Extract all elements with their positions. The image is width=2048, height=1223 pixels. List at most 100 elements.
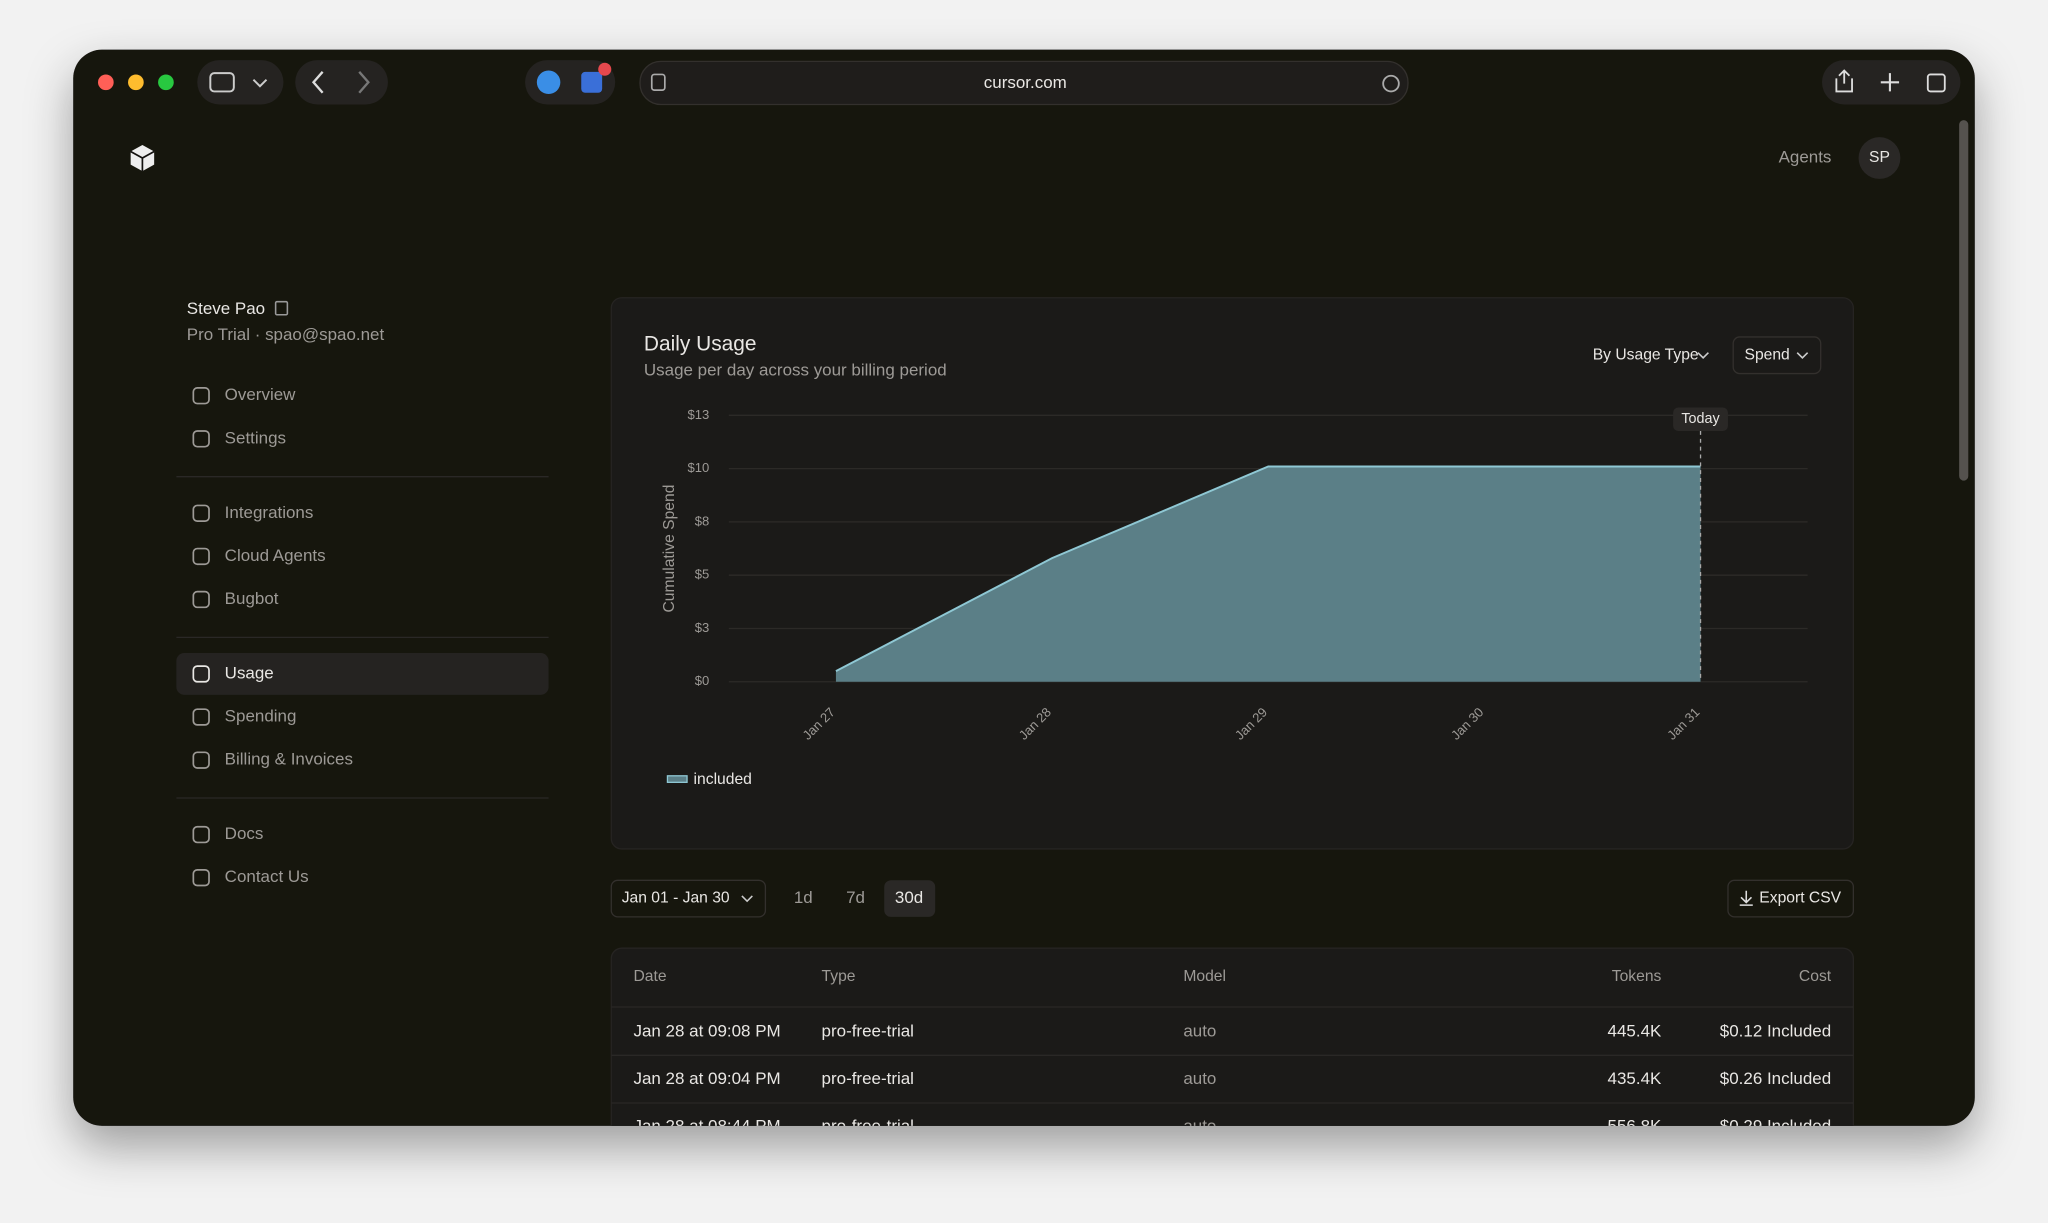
nav-icon [192,868,210,887]
nav-item[interactable]: Bugbot [225,589,279,608]
table-cell: auto [1183,1021,1216,1040]
avatar-initials: SP [1869,149,1890,166]
y-tick-label: $8 [695,513,710,528]
table-cell: $0.12 Included [1720,1021,1831,1040]
nav-icon [192,708,210,726]
nav-icon [192,504,210,522]
back-icon[interactable] [311,71,324,94]
column-header: Tokens [1612,968,1662,985]
export-button[interactable] [1727,879,1855,918]
table-cell: Jan 28 at 08:44 PM [633,1117,780,1136]
table-cell: auto [1183,1117,1216,1136]
url: cursor.com [984,73,1067,92]
scrollbar[interactable] [1959,120,1969,481]
nav-active-bg [176,653,549,695]
agents-link[interactable]: Agents [1779,148,1832,167]
extension-icon[interactable] [581,71,603,93]
column-header: Type [822,968,856,985]
nav-item[interactable]: Docs [225,824,264,843]
today-label: Today [1681,411,1720,427]
chevron [1796,352,1809,359]
user-plan: Pro Trial · spao@spao.net [187,325,385,344]
nav-item[interactable]: Cloud Agents [225,546,326,565]
table-cell: $0.26 Included [1720,1069,1831,1088]
nav-item[interactable]: Contact Us [225,867,309,886]
y-tick-label: $0 [695,673,710,688]
nav-item[interactable]: Spending [225,707,297,726]
nav-item[interactable]: Usage [225,663,274,682]
card-title: Daily Usage [644,332,757,355]
table-cell: pro-free-trial [822,1021,914,1040]
group-by-button[interactable]: By Usage Type [1593,346,1699,363]
line [835,465,1701,672]
column-header: Model [1183,968,1226,985]
y-tick-label: $3 [695,620,710,635]
area [835,466,1701,682]
metric-button[interactable] [1732,336,1822,375]
share-icon[interactable] [1835,69,1853,93]
page-icon [650,73,666,91]
address-bar[interactable] [639,60,1409,106]
y-tick-label: $5 [695,567,710,582]
nav-item[interactable]: Settings [225,428,286,447]
tabs-icon[interactable] [1926,73,1946,93]
new-tab-icon[interactable] [1880,73,1900,92]
user-name: Steve Pao [187,299,265,318]
legend-swatch [666,775,688,783]
card-subtitle: Usage per day across your billing period [644,360,947,379]
period-button[interactable]: 7d [846,888,865,907]
extension-icon[interactable] [536,70,561,95]
legend-label: included [694,771,752,788]
table-cell: Jan 28 at 09:04 PM [633,1069,780,1088]
forward-icon[interactable] [358,71,370,94]
nav-icon [192,430,210,448]
sidebar-icon [209,72,235,93]
today-badge [1673,407,1728,432]
nav-buttons[interactable] [295,60,388,105]
date-range-button[interactable] [610,879,767,918]
table-cell: Jan 28 at 09:08 PM [633,1021,780,1040]
nav-item[interactable]: Integrations [225,503,314,522]
table-cell: 445.4K [1608,1021,1662,1040]
table-card [610,947,1855,1126]
column-header: Cost [1799,968,1832,985]
period-button[interactable]: 1d [794,888,813,907]
nav-icon [192,590,210,609]
edit-icon[interactable] [274,300,289,316]
logo-detail [130,150,155,172]
table-cell: $0.29 Included [1720,1117,1831,1136]
avatar[interactable] [1858,137,1901,179]
column-header: Date [633,968,666,985]
sidebar-nav: Overview Settings Integrations Cloud Agents… [176,385,549,887]
nav-item[interactable]: Billing & Invoices [225,750,353,769]
y-tick-label: $10 [687,460,709,475]
reload-icon[interactable] [1382,74,1400,93]
nav-icon [192,387,210,405]
nav-icon [192,547,210,566]
minimize-button[interactable] [128,74,144,91]
nav-item[interactable]: Overview [225,385,296,404]
controls: Jan 01 - Jan 30 1d 7d 30d Export CSV [610,879,1855,918]
chevron [1697,352,1709,359]
zoom-button[interactable] [158,74,174,91]
close-button[interactable] [97,74,114,91]
nav-icon [192,825,210,844]
metric-label: Spend [1745,346,1790,363]
export-label: Export CSV [1759,890,1841,907]
chevron [741,895,753,903]
period-button[interactable]: 30d [895,888,923,907]
nav-icon [192,751,210,769]
sidebar-toggle[interactable] [197,60,284,105]
download-icon [1739,890,1753,906]
period-active-bg [884,880,936,917]
table-cell: 435.4K [1608,1069,1662,1088]
table-cell: auto [1183,1069,1216,1088]
y-axis-label: Cumulative Spend [661,485,678,613]
table-cell: pro-free-trial [822,1069,914,1088]
badge [598,62,612,76]
table-cell: 556.8K [1608,1117,1662,1136]
date-range-label: Jan 01 - Jan 30 [622,890,730,907]
nav-icon [192,665,210,683]
